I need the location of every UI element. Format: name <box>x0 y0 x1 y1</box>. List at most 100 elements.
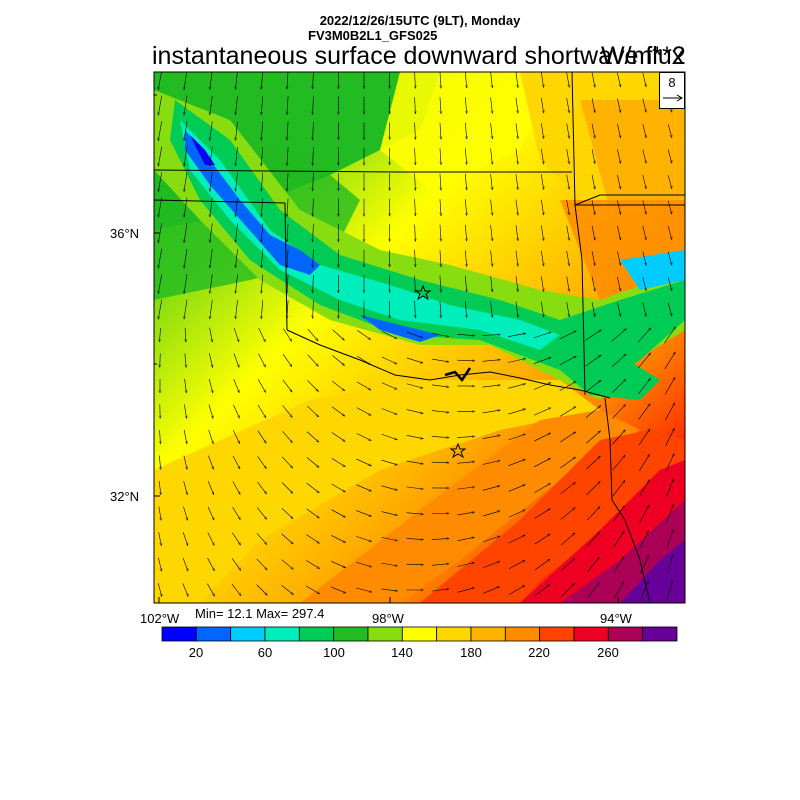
wind-vector <box>306 560 319 568</box>
city-markers <box>414 284 467 459</box>
wind-vector <box>431 436 449 437</box>
wind-vector <box>356 536 372 541</box>
wind-vector <box>541 276 543 291</box>
lon-label-98: 98°W <box>372 611 404 626</box>
wind-vector <box>667 302 672 317</box>
wind-vector <box>235 197 238 217</box>
wind-vector <box>617 72 620 87</box>
wind-vector <box>381 433 398 439</box>
wind-vector <box>464 122 466 139</box>
wind-vector <box>566 276 570 292</box>
wind-vector <box>560 457 575 469</box>
wind-vector <box>612 455 625 471</box>
wind-vector <box>457 537 474 541</box>
wind-vector <box>207 583 215 597</box>
colorbar-label: 20 <box>188 645 204 660</box>
wind-vector <box>185 327 186 342</box>
wind-vector <box>534 457 550 468</box>
wind-vector <box>261 300 264 319</box>
wind-vector <box>591 302 595 317</box>
wind-vector <box>667 251 672 266</box>
wind-vector <box>415 224 416 242</box>
lat-label-32: 32°N <box>110 489 140 504</box>
lat-label-36: 36°N <box>110 226 140 241</box>
wind-vector <box>617 123 620 138</box>
wind-vector <box>235 146 238 166</box>
wind-vector <box>261 198 264 217</box>
wind-reference-value: 8 <box>668 75 676 90</box>
wind-vector <box>638 429 650 446</box>
wind-vector <box>482 486 500 491</box>
wind-vector <box>431 513 449 514</box>
wind-vector-field <box>157 72 675 600</box>
wind-vector <box>541 123 543 138</box>
wind-vector <box>235 121 238 141</box>
wind-vector <box>313 96 314 114</box>
wind-vector <box>612 430 626 445</box>
wind-vector <box>160 353 161 368</box>
wind-vector <box>306 534 319 544</box>
wind-vector <box>257 430 266 444</box>
wind-vector <box>235 72 238 90</box>
wind-vector <box>257 456 267 468</box>
wind-vector <box>431 358 449 362</box>
wind-vector <box>406 564 424 565</box>
wind-vector <box>490 301 493 317</box>
wind-vector <box>157 583 162 597</box>
wind-vector <box>235 299 238 319</box>
wind-vector <box>159 455 160 470</box>
wind-vector <box>257 404 267 418</box>
wind-vector <box>184 299 188 319</box>
wind-vector <box>560 482 576 494</box>
wind-vector <box>457 487 474 490</box>
wind-vector <box>406 486 424 489</box>
valid-time-label: 2022/12/26/15UTC (9LT), Monday <box>319 13 521 28</box>
wind-vector <box>184 72 188 89</box>
wind-vector <box>640 556 649 574</box>
wind-vector <box>158 481 161 495</box>
wind-vector <box>591 251 595 266</box>
units-label: W/m**2 <box>601 42 686 70</box>
wind-vector <box>282 405 293 417</box>
wind-vector <box>158 121 163 141</box>
wind-vector <box>561 583 574 597</box>
wind-vector <box>183 506 187 521</box>
wind-vector <box>281 585 293 594</box>
wind-vector <box>440 301 441 318</box>
wind-vector <box>287 121 288 140</box>
wind-vector <box>613 556 624 573</box>
wind-vector <box>534 508 551 519</box>
wind-vector <box>482 435 501 439</box>
wind-vector <box>356 381 371 391</box>
wind-vector <box>331 509 345 518</box>
wind-vector <box>261 249 264 268</box>
wind-vector <box>457 462 475 464</box>
wind-vector <box>261 147 264 166</box>
wind-vector <box>566 225 570 241</box>
wind-vector <box>331 406 345 416</box>
wind-vector <box>642 123 646 138</box>
wind-vector <box>611 329 627 342</box>
wind-vector <box>431 462 449 463</box>
wind-vector <box>184 223 188 242</box>
wind-vector <box>587 557 599 573</box>
wind-vector <box>490 122 493 139</box>
wind-vector <box>258 353 266 367</box>
wind-vector <box>287 198 288 216</box>
wind-vector <box>482 410 501 414</box>
wind-vector <box>642 149 646 164</box>
wind-vector <box>233 353 240 368</box>
wind-vector <box>282 430 292 443</box>
city-marker-star <box>449 442 467 459</box>
wind-vector <box>210 172 213 191</box>
wind-vector <box>585 405 601 418</box>
wind-vector <box>381 562 397 566</box>
wind-vector <box>617 200 620 214</box>
wind-vector <box>638 404 651 420</box>
wind-vector <box>457 588 474 593</box>
wind-vector <box>233 404 240 419</box>
wind-vector <box>667 149 672 164</box>
wind-vector <box>666 530 673 549</box>
wind-vector <box>541 199 543 215</box>
wind-reference-box: 8 <box>659 72 685 109</box>
